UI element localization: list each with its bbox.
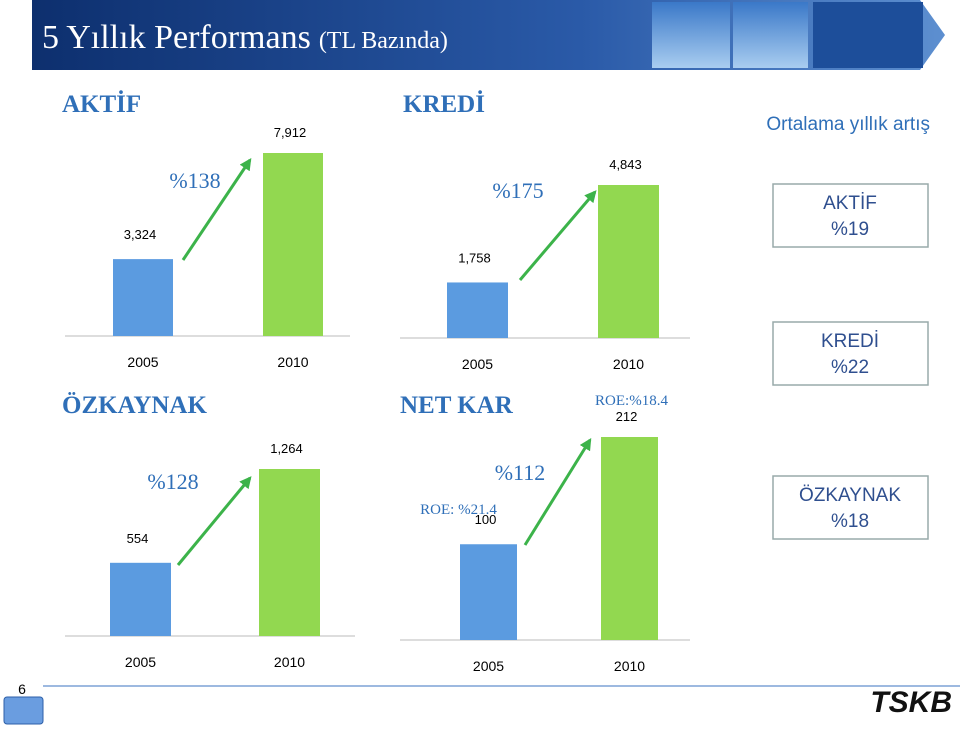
value-label: 7,912 bbox=[274, 125, 307, 140]
image-tile bbox=[733, 2, 808, 68]
summary-value: %19 bbox=[831, 219, 869, 240]
footer-decoration bbox=[3, 696, 44, 725]
category-label: 2005 bbox=[473, 658, 504, 674]
bar bbox=[259, 469, 320, 636]
value-label: 4,843 bbox=[609, 157, 642, 172]
summary-box bbox=[772, 321, 929, 386]
bar bbox=[113, 259, 173, 336]
roe-label: ROE: %21.4 bbox=[420, 502, 497, 518]
category-label: 2005 bbox=[462, 356, 493, 372]
chart-title: KREDİ bbox=[403, 90, 485, 118]
title: 5 Yıllık Performans bbox=[42, 19, 311, 56]
summary-label: KREDİ bbox=[821, 331, 879, 352]
summary-label: AKTİF bbox=[823, 193, 877, 214]
summary-title: Ortalama yıllık artış bbox=[766, 114, 930, 135]
growth-label: %128 bbox=[147, 469, 198, 494]
header-title: 5 Yıllık Performans (TL Bazında) bbox=[42, 19, 448, 56]
summary-label: ÖZKAYNAK bbox=[799, 485, 901, 506]
bar bbox=[460, 544, 517, 640]
bar bbox=[601, 437, 658, 640]
category-label: 2010 bbox=[277, 354, 308, 370]
value-label: 100 bbox=[475, 512, 497, 527]
value-label: 1,264 bbox=[270, 441, 303, 456]
page-number: 6 bbox=[18, 681, 26, 697]
category-label: 2005 bbox=[125, 654, 156, 670]
value-label: 1,758 bbox=[458, 250, 491, 265]
summary-box bbox=[772, 183, 929, 248]
category-label: 2010 bbox=[613, 356, 644, 372]
roe-label: ROE:%18.4 bbox=[595, 393, 668, 409]
growth-arrow bbox=[518, 190, 597, 281]
chart-title: NET KAR bbox=[400, 392, 514, 419]
value-label: 3,324 bbox=[124, 227, 157, 242]
chart-title: ÖZKAYNAK bbox=[62, 392, 207, 419]
summary: AKTİF %19 KREDİ %22 ÖZKAYNAK %18 bbox=[772, 183, 929, 540]
header: 5 Yıllık Performans (TL Bazında) bbox=[32, 0, 945, 70]
category-label: 2010 bbox=[614, 658, 645, 674]
growth-label: %175 bbox=[492, 178, 543, 203]
logo: TSKB bbox=[870, 686, 952, 719]
value-label: 554 bbox=[127, 531, 149, 546]
growth-arrow bbox=[181, 158, 252, 261]
growth-label: %138 bbox=[169, 168, 220, 193]
summary-value: %22 bbox=[831, 357, 869, 378]
value-label: 212 bbox=[616, 409, 638, 424]
bar bbox=[263, 153, 323, 336]
growth-arrow bbox=[523, 437, 592, 546]
summary-box bbox=[772, 475, 929, 540]
image-tile bbox=[813, 2, 923, 68]
bar bbox=[598, 185, 659, 338]
chart-title: AKTİF bbox=[62, 90, 141, 118]
category-label: 2005 bbox=[127, 354, 158, 370]
bar bbox=[447, 282, 508, 338]
subtitle: (TL Bazında) bbox=[319, 28, 448, 54]
image-tile bbox=[652, 2, 730, 68]
summary-value: %18 bbox=[831, 511, 869, 532]
growth-arrow bbox=[176, 476, 252, 566]
category-label: 2010 bbox=[274, 654, 305, 670]
bar bbox=[110, 562, 171, 636]
growth-label: %112 bbox=[495, 460, 546, 485]
charts: AKTİF 3,324 2005 7,912 2010 %138 KREDİ 1,758 200… bbox=[62, 90, 690, 674]
